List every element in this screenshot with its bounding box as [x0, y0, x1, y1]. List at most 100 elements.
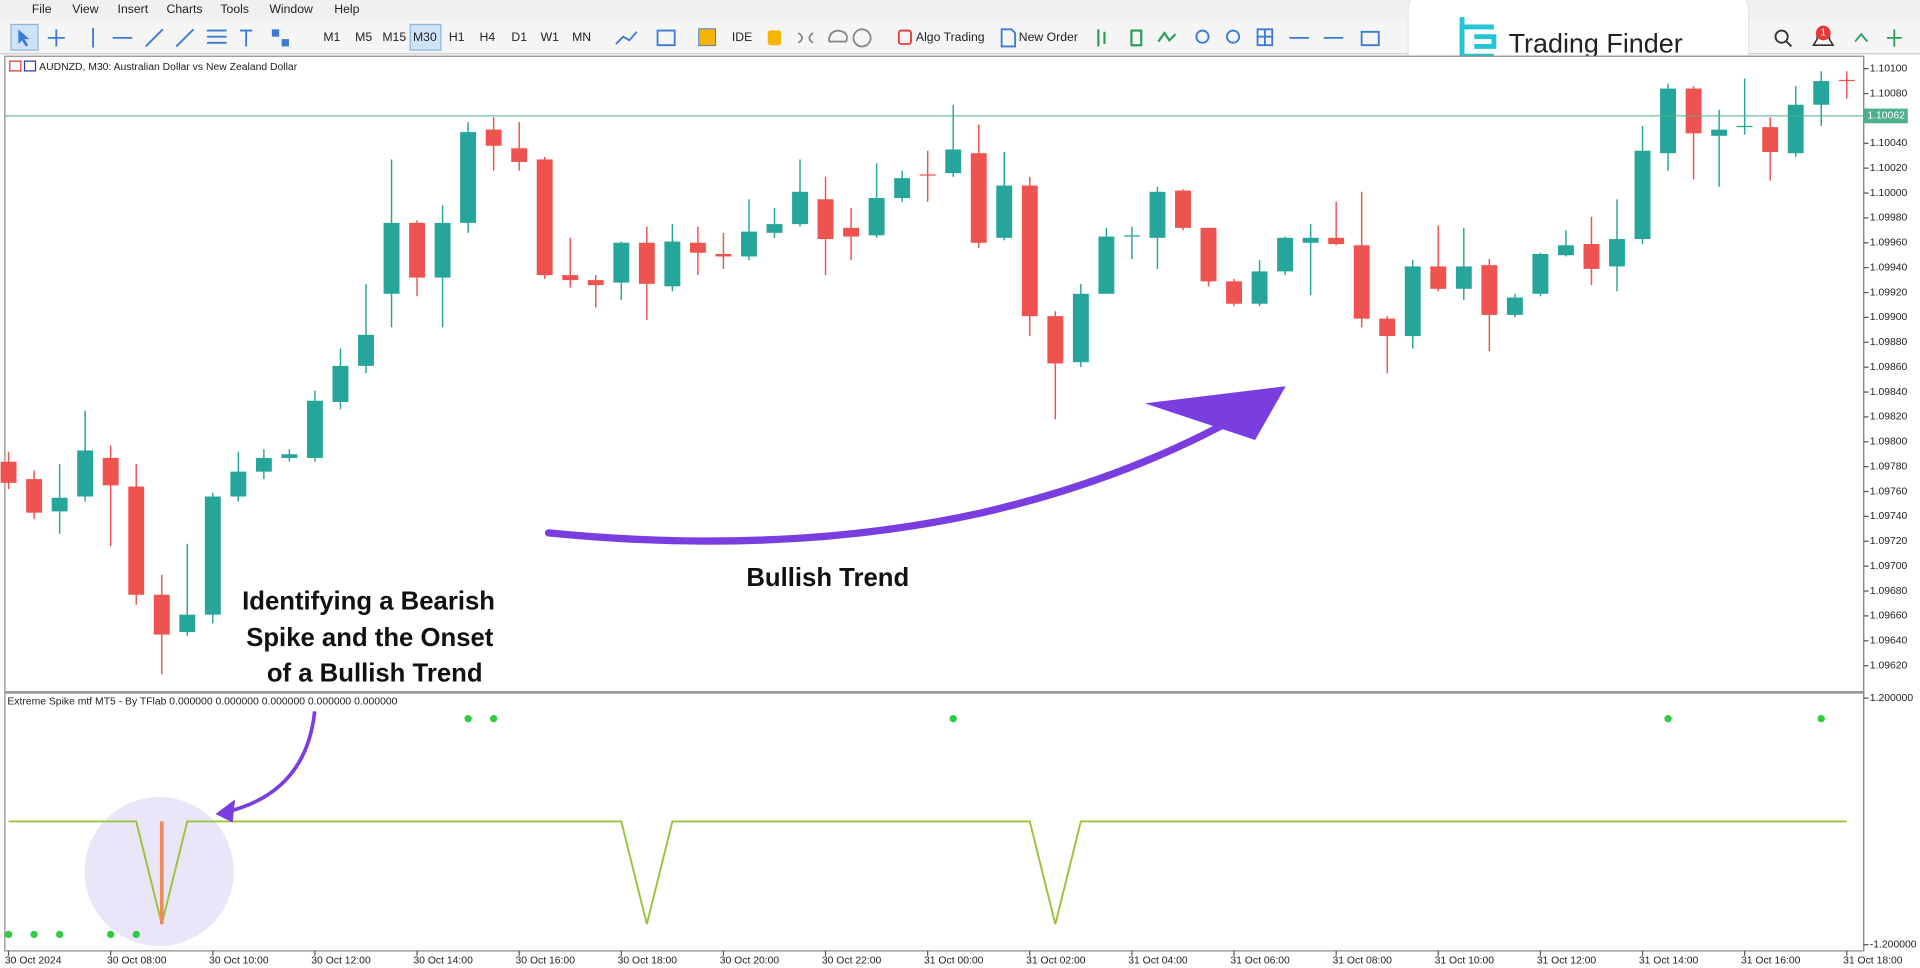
candle-body: [102, 457, 119, 486]
search-icon[interactable]: [1774, 29, 1793, 48]
signal-dot: [1664, 715, 1672, 723]
timeframe-button[interactable]: M15: [382, 30, 406, 44]
y-tick-label: 1.09780: [1870, 461, 1908, 472]
spike-bar: [159, 821, 164, 925]
trend-annotation: Bullish Trend: [746, 564, 909, 592]
toolbar-icon[interactable]: [281, 39, 289, 47]
signal-dot: [30, 930, 38, 939]
algo-trading-button[interactable]: Algo Trading: [916, 30, 985, 44]
candle-body: [1787, 104, 1804, 154]
x-tick-label: 31 Oct 14:00: [1639, 955, 1699, 966]
y-tick-label: -1.200000: [1870, 939, 1917, 950]
candle-body: [996, 185, 1013, 238]
candle-body: [792, 191, 808, 225]
candle-body: [153, 594, 170, 635]
candle-body: [766, 224, 783, 233]
candle-body: [1481, 265, 1498, 315]
candle-body: [26, 479, 43, 513]
candle-body: [1047, 316, 1064, 364]
toolbar-icon[interactable]: [797, 28, 872, 48]
menu-item[interactable]: Tools: [220, 2, 249, 16]
candle-body: [1149, 191, 1166, 238]
toolbar-icon[interactable]: [18, 29, 30, 47]
candle-body: [460, 132, 477, 223]
timeframe-button[interactable]: M5: [355, 30, 372, 44]
x-tick-label: 31 Oct 18:00: [1843, 955, 1903, 966]
candle-body: [1302, 237, 1319, 243]
y-tick-label: 1.09880: [1870, 337, 1908, 348]
candle-body: [1379, 318, 1396, 337]
x-tick-label: 30 Oct 18:00: [618, 955, 678, 966]
candle-body: [0, 461, 17, 483]
candle-body: [613, 242, 630, 283]
menu-item[interactable]: Insert: [118, 2, 149, 16]
x-tick-label: 31 Oct 02:00: [1026, 955, 1086, 966]
spike-annotation: Spike and the Onset: [246, 624, 494, 652]
menu-item[interactable]: File: [32, 2, 52, 16]
candle-body: [1583, 244, 1600, 269]
candle-body: [1404, 266, 1421, 337]
candle-body: [281, 454, 298, 458]
spike-arrowhead: [215, 799, 236, 823]
menu-item[interactable]: Help: [334, 2, 359, 16]
x-tick-label: 31 Oct 06:00: [1230, 955, 1290, 966]
toolbar-icon[interactable]: [1854, 29, 1902, 47]
candle-body: [1685, 88, 1702, 134]
signal-dot: [949, 715, 957, 723]
x-tick-label: 30 Oct 08:00: [107, 955, 167, 966]
candle-body: [843, 227, 860, 237]
toolbar-icon[interactable]: [767, 30, 782, 46]
toolbar-icon[interactable]: [271, 29, 280, 37]
candle-body: [1532, 253, 1549, 294]
bid-label: 1.10062: [1867, 111, 1905, 122]
menu-item[interactable]: Window: [269, 2, 313, 16]
candle-body: [383, 222, 400, 294]
toolbar-icon[interactable]: [1000, 28, 1017, 48]
toolbar-icon[interactable]: [1195, 28, 1380, 47]
signal-dot: [4, 930, 13, 939]
spike-arrow: [227, 711, 317, 814]
timeframe-button[interactable]: H1: [449, 30, 465, 44]
y-tick-label: 1.09940: [1870, 262, 1908, 273]
timeframe-button[interactable]: M30: [413, 30, 437, 44]
toolbar-icon[interactable]: [92, 28, 253, 48]
candle-body: [1506, 297, 1523, 315]
candle-body: [536, 159, 553, 276]
chart-title: AUDNZD, M30: Australian Dollar vs New Ze…: [39, 62, 298, 73]
candle-body: [1557, 245, 1574, 256]
x-tick-label: 30 Oct 16:00: [516, 955, 576, 966]
menu-item[interactable]: Charts: [167, 2, 203, 16]
timeframe-button[interactable]: MN: [572, 30, 591, 44]
candle-body: [1609, 239, 1625, 267]
timeframe-button[interactable]: H4: [480, 30, 496, 44]
toolbar-icon[interactable]: [1097, 29, 1177, 47]
candle-body: [715, 253, 732, 257]
timeframe-button[interactable]: D1: [511, 30, 527, 44]
toolbar-icon[interactable]: [897, 29, 912, 45]
x-tick-label: 31 Oct 08:00: [1332, 955, 1392, 966]
signal-dot: [489, 715, 498, 723]
y-tick-label: 1.09660: [1870, 611, 1908, 622]
y-tick-label: 1.10080: [1870, 88, 1908, 99]
y-tick-label: 1.09840: [1870, 387, 1908, 398]
bid-label-box: [1863, 108, 1908, 124]
toolbar-icon[interactable]: [47, 29, 65, 47]
x-tick-label: 31 Oct 00:00: [924, 955, 984, 966]
chart-icon: [23, 60, 37, 72]
menu-item[interactable]: View: [72, 2, 98, 16]
y-tick-label: 1.09960: [1870, 238, 1908, 249]
candle-body: [1277, 237, 1294, 272]
candle-body: [1430, 266, 1447, 289]
x-tick-label: 30 Oct 10:00: [209, 955, 269, 966]
timeframe-button[interactable]: W1: [541, 30, 560, 44]
notification-count: 1: [1821, 28, 1826, 39]
notification-badge: [1815, 25, 1831, 41]
toolbar-icon[interactable]: [699, 29, 716, 46]
y-tick-label: 1.09820: [1870, 412, 1908, 423]
signal-dot: [107, 930, 115, 939]
new-order-button[interactable]: New Order: [1019, 30, 1078, 44]
ide-button[interactable]: IDE: [732, 30, 752, 44]
timeframe-button[interactable]: M1: [323, 30, 340, 44]
candle-body: [1328, 237, 1345, 245]
candle-body: [1660, 88, 1677, 154]
